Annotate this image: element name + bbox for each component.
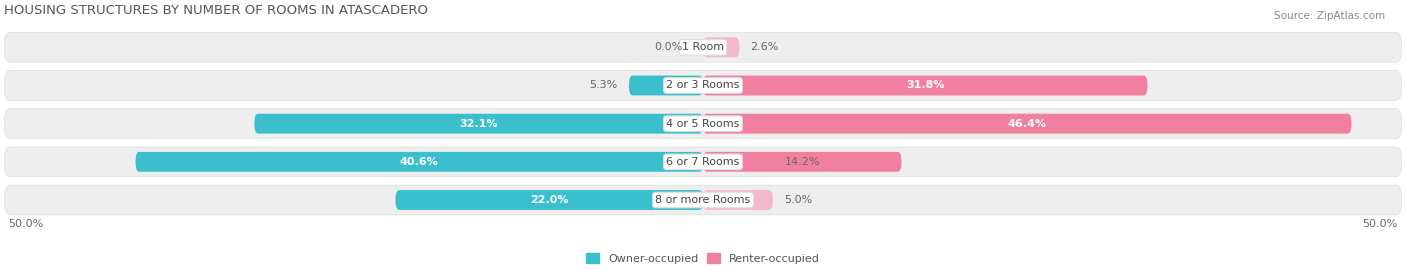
Text: 50.0%: 50.0%	[1362, 219, 1398, 229]
Text: 22.0%: 22.0%	[530, 195, 568, 205]
Text: 1 Room: 1 Room	[682, 42, 724, 52]
Legend: Owner-occupied, Renter-occupied: Owner-occupied, Renter-occupied	[586, 253, 820, 264]
FancyBboxPatch shape	[703, 114, 1351, 134]
Text: 6 or 7 Rooms: 6 or 7 Rooms	[666, 157, 740, 167]
FancyBboxPatch shape	[4, 70, 1402, 100]
FancyBboxPatch shape	[703, 190, 773, 210]
FancyBboxPatch shape	[4, 185, 1402, 215]
FancyBboxPatch shape	[254, 114, 703, 134]
Text: 14.2%: 14.2%	[785, 157, 820, 167]
FancyBboxPatch shape	[4, 147, 1402, 177]
Text: 5.0%: 5.0%	[785, 195, 813, 205]
Text: 4 or 5 Rooms: 4 or 5 Rooms	[666, 119, 740, 129]
FancyBboxPatch shape	[628, 76, 703, 95]
Text: 32.1%: 32.1%	[460, 119, 498, 129]
Text: 50.0%: 50.0%	[8, 219, 44, 229]
Text: 8 or more Rooms: 8 or more Rooms	[655, 195, 751, 205]
Text: Source: ZipAtlas.com: Source: ZipAtlas.com	[1274, 11, 1385, 21]
Text: 46.4%: 46.4%	[1008, 119, 1046, 129]
FancyBboxPatch shape	[703, 76, 1147, 95]
FancyBboxPatch shape	[135, 152, 703, 172]
FancyBboxPatch shape	[4, 33, 1402, 62]
Text: 2 or 3 Rooms: 2 or 3 Rooms	[666, 80, 740, 90]
Text: HOUSING STRUCTURES BY NUMBER OF ROOMS IN ATASCADERO: HOUSING STRUCTURES BY NUMBER OF ROOMS IN…	[4, 4, 429, 17]
Text: 0.0%: 0.0%	[654, 42, 682, 52]
Text: 40.6%: 40.6%	[399, 157, 439, 167]
FancyBboxPatch shape	[703, 37, 740, 57]
FancyBboxPatch shape	[395, 190, 703, 210]
FancyBboxPatch shape	[703, 152, 901, 172]
FancyBboxPatch shape	[4, 109, 1402, 139]
Text: 5.3%: 5.3%	[589, 80, 617, 90]
Text: 2.6%: 2.6%	[751, 42, 779, 52]
Text: 31.8%: 31.8%	[905, 80, 945, 90]
